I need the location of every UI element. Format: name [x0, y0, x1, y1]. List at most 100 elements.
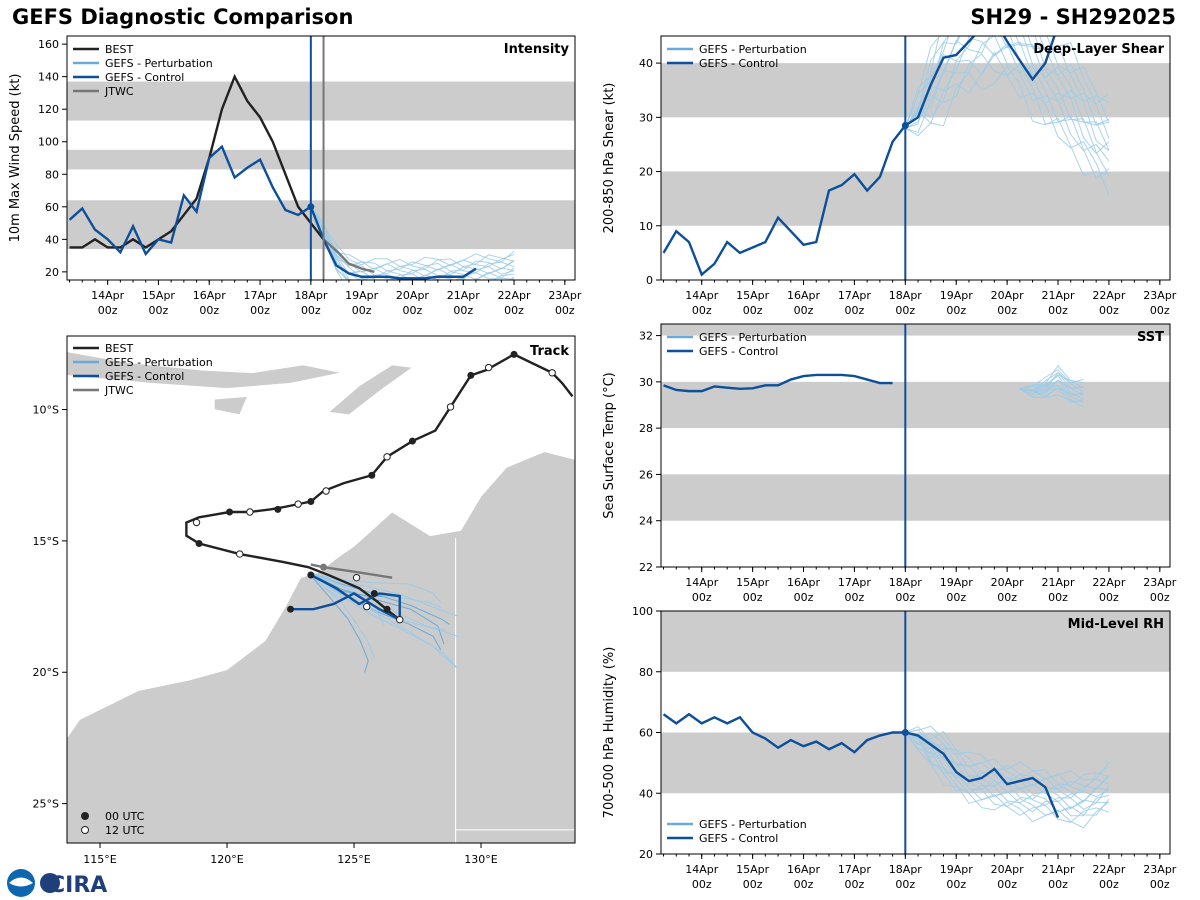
intensity-xtick-sublabel: 00z [98, 304, 118, 317]
shear-xtick-sublabel: 00z [794, 304, 814, 317]
track-title: Track [530, 344, 569, 359]
track-point-00utc [370, 589, 378, 597]
sst-xtick-sublabel: 00z [1048, 591, 1068, 604]
track-legend-label: JTWC [104, 384, 134, 397]
sst-xtick-sublabel: 00z [997, 591, 1017, 604]
rh-ytick-label: 80 [639, 666, 653, 679]
track-point-00utc [195, 540, 203, 548]
sst-xtick-sublabel: 00z [845, 591, 865, 604]
intensity-xtick-sublabel: 00z [149, 304, 169, 317]
shear-xtick-sublabel: 00z [1099, 304, 1119, 317]
land-mass [327, 364, 414, 416]
rh-xtick-sublabel: 00z [794, 878, 814, 891]
intensity-xtick-sublabel: 00z [352, 304, 372, 317]
rh-plot-area [661, 611, 1170, 829]
shear-perturbation-member [905, 53, 1110, 180]
track-point-12utc [383, 453, 391, 461]
track-point-12utc [446, 403, 455, 411]
track-point-00utc [307, 497, 315, 505]
sst-band [661, 324, 1170, 336]
track-ytick-label: 20°S [33, 666, 59, 679]
rh-ytick-label: 20 [639, 848, 653, 861]
intensity-xtick-sublabel: 00z [301, 304, 321, 317]
shear-band [661, 171, 1170, 226]
shear-xtick-label: 15Apr [736, 289, 770, 302]
sst-xtick-sublabel: 00z [946, 591, 966, 604]
rh-ytick-label: 100 [632, 605, 653, 618]
rh-perturbation-member [905, 732, 1110, 817]
track-perturbation-member [308, 571, 458, 617]
sst-xtick-sublabel: 00z [1099, 591, 1119, 604]
shear-ytick-label: 40 [639, 57, 653, 70]
track-xtick-label: 115°E [83, 853, 116, 866]
shear-legend-label: GEFS - Perturbation [699, 43, 807, 56]
rh-xtick-sublabel: 00z [946, 878, 966, 891]
sst-title: SST [1137, 330, 1164, 345]
rh-legend-label: GEFS - Control [699, 832, 778, 845]
sst-ytick-label: 22 [639, 561, 653, 574]
sst-xtick-label: 18Apr [889, 576, 923, 589]
rh-xtick-sublabel: 00z [997, 878, 1017, 891]
rh-ytick-label: 60 [639, 727, 653, 740]
track-point-12utc [396, 616, 404, 624]
intensity-ytick-label: 40 [45, 233, 59, 246]
rh-gefs-control-line [662, 712, 1060, 819]
intensity-xtick-label: 18Apr [294, 289, 328, 302]
sst-xtick-label: 17Apr [838, 576, 872, 589]
rh-xtick-sublabel: 00z [845, 878, 865, 891]
intensity-gefs-control-line [68, 144, 477, 280]
sst-gefs-control-line [663, 373, 893, 393]
shear-xtick-sublabel: 00z [946, 304, 966, 317]
track-jtwc-line [310, 563, 393, 579]
intensity-plot-area [67, 73, 575, 280]
track-point-12utc [484, 363, 493, 372]
rh-xtick-sublabel: 00z [1150, 878, 1170, 891]
sst-frame [660, 323, 1171, 568]
sst-ytick-label: 26 [639, 468, 653, 481]
rh-xtick-label: 18Apr [889, 863, 923, 876]
shear-ytick-label: 10 [639, 220, 653, 233]
intensity-xtick-label: 19Apr [345, 289, 379, 302]
track-point-12utc [352, 573, 361, 582]
sst-xtick-label: 21Apr [1042, 576, 1076, 589]
rh-perturbation-member [905, 729, 1110, 803]
shear-perturbation-member [904, 43, 1110, 162]
intensity-analysis-point [307, 203, 315, 211]
track-xtick-label: 125°E [337, 853, 370, 866]
track-point-00utc [408, 437, 416, 445]
intensity-ytick-label: 60 [45, 201, 59, 214]
track-perturbation-member [308, 572, 442, 651]
sst-band [661, 474, 1170, 521]
intensity-ytick-label: 120 [38, 103, 59, 116]
intensity-xtick-label: 21Apr [447, 289, 481, 302]
storm-id: SH29 - SH292025 [970, 5, 1176, 29]
shear-xtick-label: 14Apr [685, 289, 719, 302]
intensity-xtick-label: 17Apr [244, 289, 278, 302]
intensity-band [67, 149, 575, 170]
rh-xtick-label: 17Apr [838, 863, 872, 876]
intensity-xtick-sublabel: 00z [403, 304, 423, 317]
shear-xtick-label: 16Apr [787, 289, 821, 302]
track-perturbation-member [307, 572, 369, 673]
rh-xtick-label: 19Apr [940, 863, 974, 876]
intensity-jtwc-line [322, 238, 375, 274]
rh-xtick-sublabel: 00z [692, 878, 712, 891]
track-point-legend-marker [81, 826, 89, 834]
land-mass [67, 451, 575, 843]
intensity-legend-label: GEFS - Perturbation [105, 57, 213, 70]
track-xtick-label: 120°E [210, 853, 243, 866]
rh-xtick-sublabel: 00z [895, 878, 915, 891]
shear-perturbation-member [905, 36, 1110, 152]
intensity-best-line [69, 73, 325, 249]
intensity-ytick-label: 100 [38, 136, 59, 149]
shear-perturbation-member [905, 36, 1110, 176]
shear-xtick-label: 18Apr [889, 289, 923, 302]
intensity-legend-label: JTWC [104, 85, 134, 98]
intensity-xtick-label: 20Apr [396, 289, 430, 302]
track-perturbation-member [308, 571, 450, 625]
shear-xtick-label: 22Apr [1092, 289, 1126, 302]
intensity-title: Intensity [504, 42, 570, 57]
intensity-xtick-sublabel: 00z [504, 304, 524, 317]
track-plot-area [67, 350, 575, 843]
track-ytick-label: 25°S [33, 798, 59, 811]
